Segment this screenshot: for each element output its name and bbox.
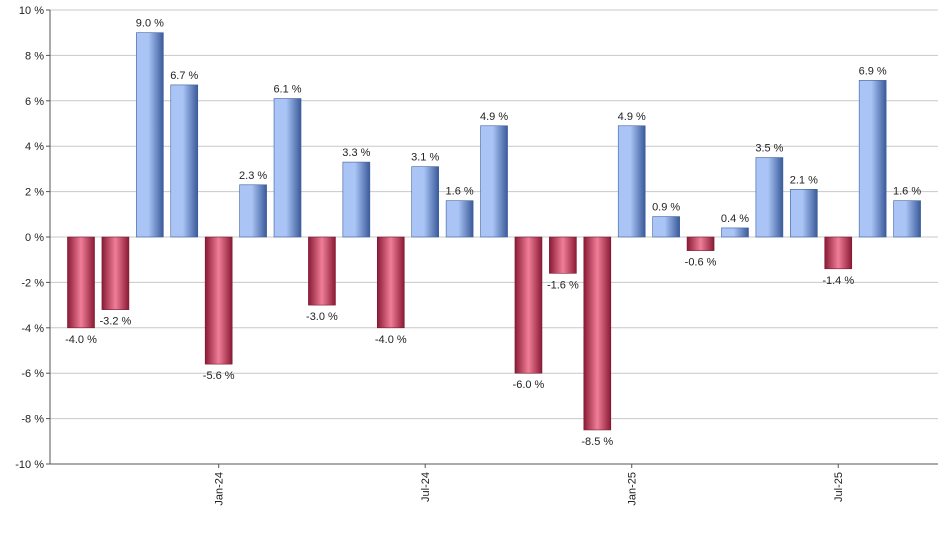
data-label: -4.0 % (375, 334, 407, 346)
bar (652, 216, 680, 238)
x-tick-label: Jan-24 (214, 472, 226, 506)
data-label: 2.3 % (239, 170, 267, 182)
y-tick-label: -2 % (21, 277, 44, 289)
y-tick-label: -8 % (21, 414, 44, 426)
data-label: -0.6 % (685, 257, 717, 269)
bar (67, 236, 95, 329)
bar (893, 200, 921, 238)
bar (239, 184, 267, 238)
data-label: 2.1 % (790, 174, 818, 186)
data-label: 1.6 % (446, 186, 474, 198)
y-tick-label: 0 % (25, 232, 44, 244)
bar (755, 157, 784, 238)
bar (480, 125, 508, 238)
data-label: 3.3 % (342, 147, 370, 159)
data-label: 3.5 % (755, 143, 783, 155)
data-label: -6.0 % (513, 379, 545, 391)
bar (686, 236, 715, 251)
data-label: 0.9 % (652, 202, 680, 214)
data-label: 6.7 % (170, 70, 198, 82)
bars (67, 32, 921, 431)
y-tick-label: 6 % (25, 96, 44, 108)
x-tick-label: Jul-25 (833, 472, 845, 502)
y-tick-label: 2 % (25, 187, 44, 199)
bar (411, 166, 440, 238)
bar (308, 236, 336, 306)
data-label: 1.6 % (893, 186, 921, 198)
bar (858, 80, 887, 238)
bar (721, 227, 749, 238)
bar (342, 161, 371, 238)
data-label: -1.4 % (822, 275, 854, 287)
data-labels: -4.0 %-3.2 %9.0 %6.7 %-5.6 %2.3 %6.1 %-3… (65, 18, 921, 448)
bar (790, 189, 818, 238)
bar (101, 236, 130, 310)
data-label: 4.9 % (618, 111, 646, 123)
x-axis-ticks: Jan-24 Jul-24 Jan-25 Jul-25 (214, 464, 845, 506)
data-label: -8.5 % (581, 436, 613, 448)
bar (583, 236, 612, 431)
bar (514, 236, 543, 374)
axes (49, 10, 938, 465)
y-tick-label: 8 % (25, 50, 44, 62)
x-tick-label: Jul-24 (420, 472, 432, 502)
data-label: -4.0 % (65, 334, 97, 346)
bar (549, 236, 577, 274)
data-label: 9.0 % (136, 18, 164, 30)
data-label: 6.9 % (859, 65, 887, 77)
bar (376, 236, 405, 329)
y-tick-label: -6 % (21, 368, 44, 380)
data-label: -5.6 % (203, 370, 235, 382)
data-label: -3.2 % (100, 316, 132, 328)
data-label: -3.0 % (306, 311, 338, 323)
bar (136, 32, 164, 238)
bar (273, 98, 302, 238)
bar (204, 236, 233, 365)
y-tick-label: -4 % (21, 323, 44, 335)
data-label: 6.1 % (273, 84, 301, 96)
data-label: 0.4 % (721, 213, 749, 225)
bar (824, 236, 853, 270)
bar (445, 200, 474, 238)
x-tick-label: Jan-25 (627, 472, 639, 506)
data-label: -1.6 % (547, 279, 579, 291)
y-tick-label: 10 % (19, 5, 44, 17)
bar (170, 84, 199, 238)
y-tick-label: 4 % (25, 141, 44, 153)
data-label: 3.1 % (411, 152, 439, 164)
y-tick-label: -10 % (15, 459, 44, 471)
bar (617, 125, 646, 238)
data-label: 4.9 % (480, 111, 508, 123)
y-axis-ticks: -10 % -8 % -6 % -4 % -2 % 0 % 2 % 4 % 6 % 8 % 10 % (15, 5, 50, 471)
